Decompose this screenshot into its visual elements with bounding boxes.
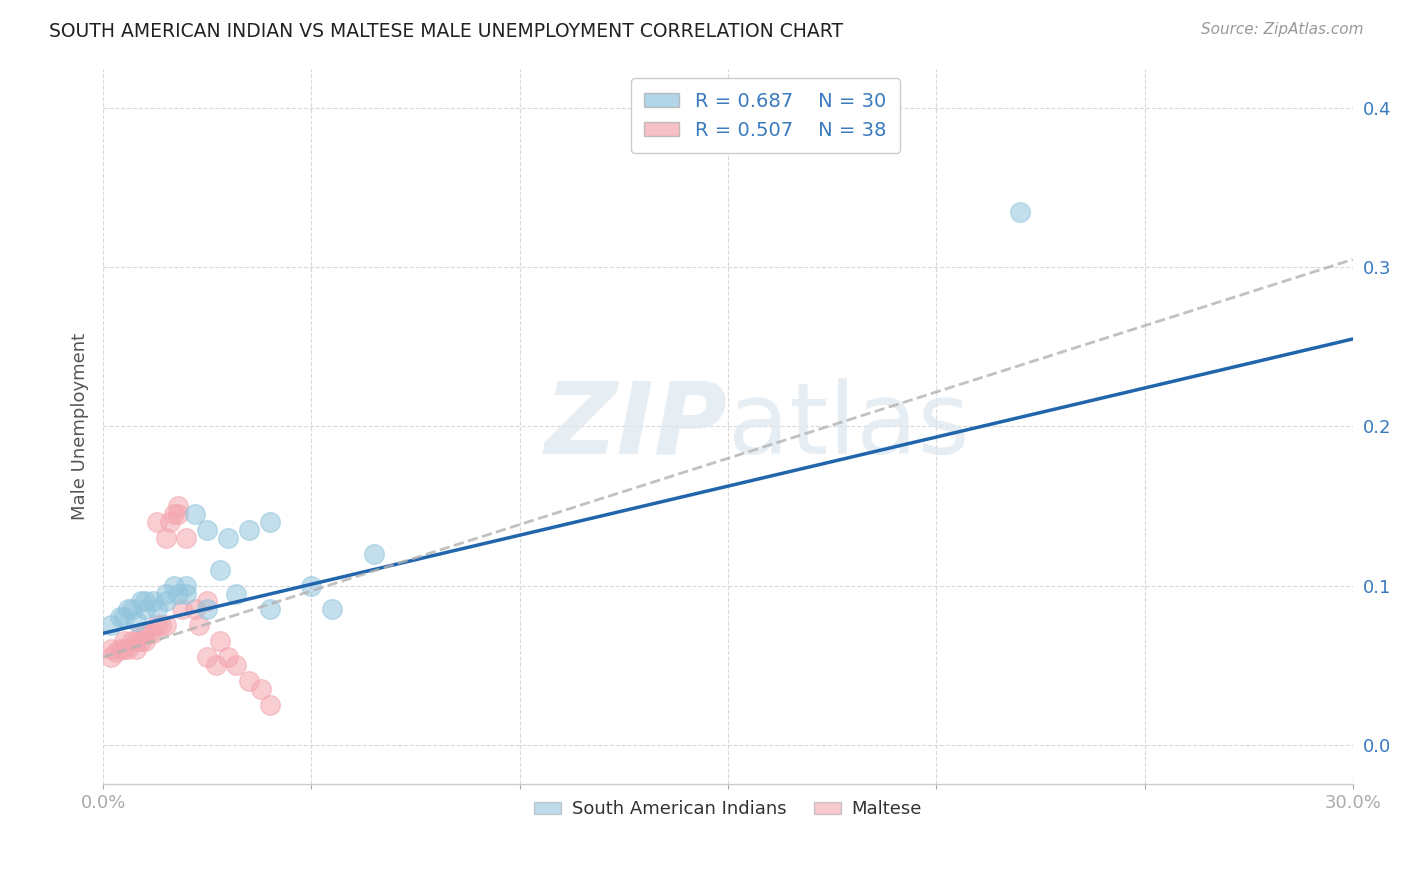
Point: [225, 586, 247, 600]
Point: [159, 515, 181, 529]
Point: [167, 507, 190, 521]
Point: [142, 594, 165, 608]
Point: [134, 626, 156, 640]
Point: [142, 626, 165, 640]
Point: [121, 634, 143, 648]
Point: [146, 515, 169, 529]
Text: SOUTH AMERICAN INDIAN VS MALTESE MALE UNEMPLOYMENT CORRELATION CHART: SOUTH AMERICAN INDIAN VS MALTESE MALE UN…: [49, 22, 844, 41]
Point: [155, 586, 177, 600]
Text: Source: ZipAtlas.com: Source: ZipAtlas.com: [1201, 22, 1364, 37]
Point: [129, 634, 152, 648]
Point: [208, 563, 231, 577]
Point: [100, 650, 122, 665]
Legend: South American Indians, Maltese: South American Indians, Maltese: [527, 793, 929, 825]
Point: [176, 531, 198, 545]
Point: [129, 594, 152, 608]
Point: [155, 594, 177, 608]
Point: [155, 531, 177, 545]
Point: [163, 507, 186, 521]
Text: atlas: atlas: [728, 378, 970, 475]
Point: [125, 614, 148, 628]
Point: [125, 634, 148, 648]
Point: [184, 602, 207, 616]
Point: [134, 634, 156, 648]
Point: [117, 602, 139, 616]
Point: [163, 578, 186, 592]
Point: [238, 523, 260, 537]
Point: [121, 602, 143, 616]
Point: [299, 578, 322, 592]
Point: [176, 586, 198, 600]
Point: [259, 602, 281, 616]
Point: [204, 658, 226, 673]
Point: [225, 658, 247, 673]
Point: [363, 547, 385, 561]
Point: [112, 634, 135, 648]
Point: [112, 642, 135, 657]
Point: [150, 618, 173, 632]
Point: [134, 602, 156, 616]
Point: [217, 650, 239, 665]
Point: [176, 578, 198, 592]
Point: [195, 594, 218, 608]
Point: [100, 618, 122, 632]
Point: [172, 602, 194, 616]
Point: [104, 645, 127, 659]
Point: [125, 642, 148, 657]
Point: [195, 650, 218, 665]
Point: [250, 681, 273, 696]
Point: [117, 642, 139, 657]
Point: [184, 507, 207, 521]
Point: [1008, 204, 1031, 219]
Point: [112, 610, 135, 624]
Point: [195, 602, 218, 616]
Text: ZIP: ZIP: [546, 378, 728, 475]
Point: [134, 594, 156, 608]
Point: [167, 586, 190, 600]
Point: [195, 523, 218, 537]
Point: [259, 515, 281, 529]
Point: [146, 618, 169, 632]
Point: [100, 642, 122, 657]
Point: [155, 618, 177, 632]
Y-axis label: Male Unemployment: Male Unemployment: [72, 333, 89, 520]
Point: [217, 531, 239, 545]
Point: [146, 602, 169, 616]
Point: [108, 610, 131, 624]
Point: [321, 602, 343, 616]
Point: [129, 626, 152, 640]
Point: [187, 618, 209, 632]
Point: [208, 634, 231, 648]
Point: [238, 673, 260, 688]
Point: [108, 642, 131, 657]
Point: [138, 626, 160, 640]
Point: [259, 698, 281, 712]
Point: [167, 499, 190, 513]
